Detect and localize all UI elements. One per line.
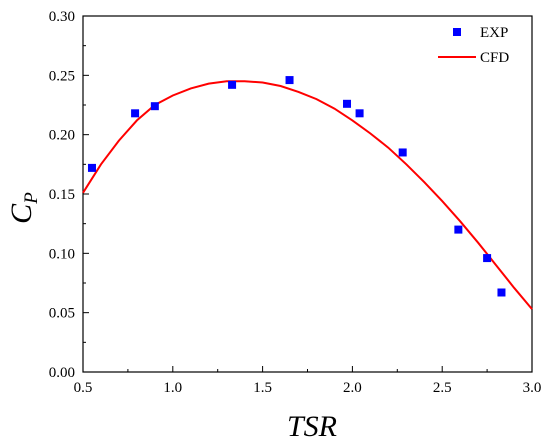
plot-frame	[82, 15, 533, 373]
legend: EXP CFD	[438, 25, 509, 66]
data-point-exp	[228, 80, 237, 89]
data-point-exp	[483, 254, 492, 263]
x-tick-label: 3.0	[523, 380, 542, 396]
y-tick-label: 0.10	[49, 246, 75, 262]
x-tick-label: 0.5	[74, 380, 93, 396]
y-tick-label: 0.25	[49, 68, 75, 84]
series-line-cfd	[82, 80, 533, 310]
y-axis-title: CP	[5, 192, 42, 224]
x-tick-label: 1.0	[163, 380, 182, 396]
data-point-exp	[285, 76, 294, 85]
y-tick-label: 0.00	[49, 365, 75, 381]
x-tick-label: 2.5	[433, 380, 452, 396]
data-point-exp	[454, 225, 463, 234]
y-axis-title-main: C	[5, 203, 38, 224]
legend-label-exp: EXP	[480, 25, 508, 41]
y-tick-label: 0.05	[49, 306, 75, 322]
y-tick-label: 0.20	[49, 128, 75, 144]
x-axis-ticks: 0.5 1.0 1.5 2.0 2.5 3.0	[74, 366, 542, 396]
x-tick-label: 1.5	[253, 380, 272, 396]
legend-label-cfd: CFD	[480, 50, 509, 66]
y-axis-ticks: 0.00 0.05 0.10 0.15 0.20 0.25 0.30	[49, 9, 89, 381]
data-point-exp	[398, 148, 407, 157]
data-point-exp	[497, 288, 506, 297]
x-tick-label: 2.0	[343, 380, 362, 396]
data-point-exp	[355, 109, 364, 118]
y-tick-label: 0.15	[49, 187, 75, 203]
y-tick-label: 0.30	[49, 9, 75, 25]
data-point-exp	[150, 102, 159, 111]
plot-border	[82, 15, 533, 373]
data-point-exp	[343, 99, 352, 108]
y-axis-title-sub: P	[21, 192, 42, 205]
legend-marker-exp	[453, 28, 461, 36]
x-axis-title: TSR	[287, 410, 337, 443]
data-point-exp	[131, 109, 140, 118]
data-point-exp	[87, 163, 96, 172]
series-layer	[82, 76, 533, 310]
